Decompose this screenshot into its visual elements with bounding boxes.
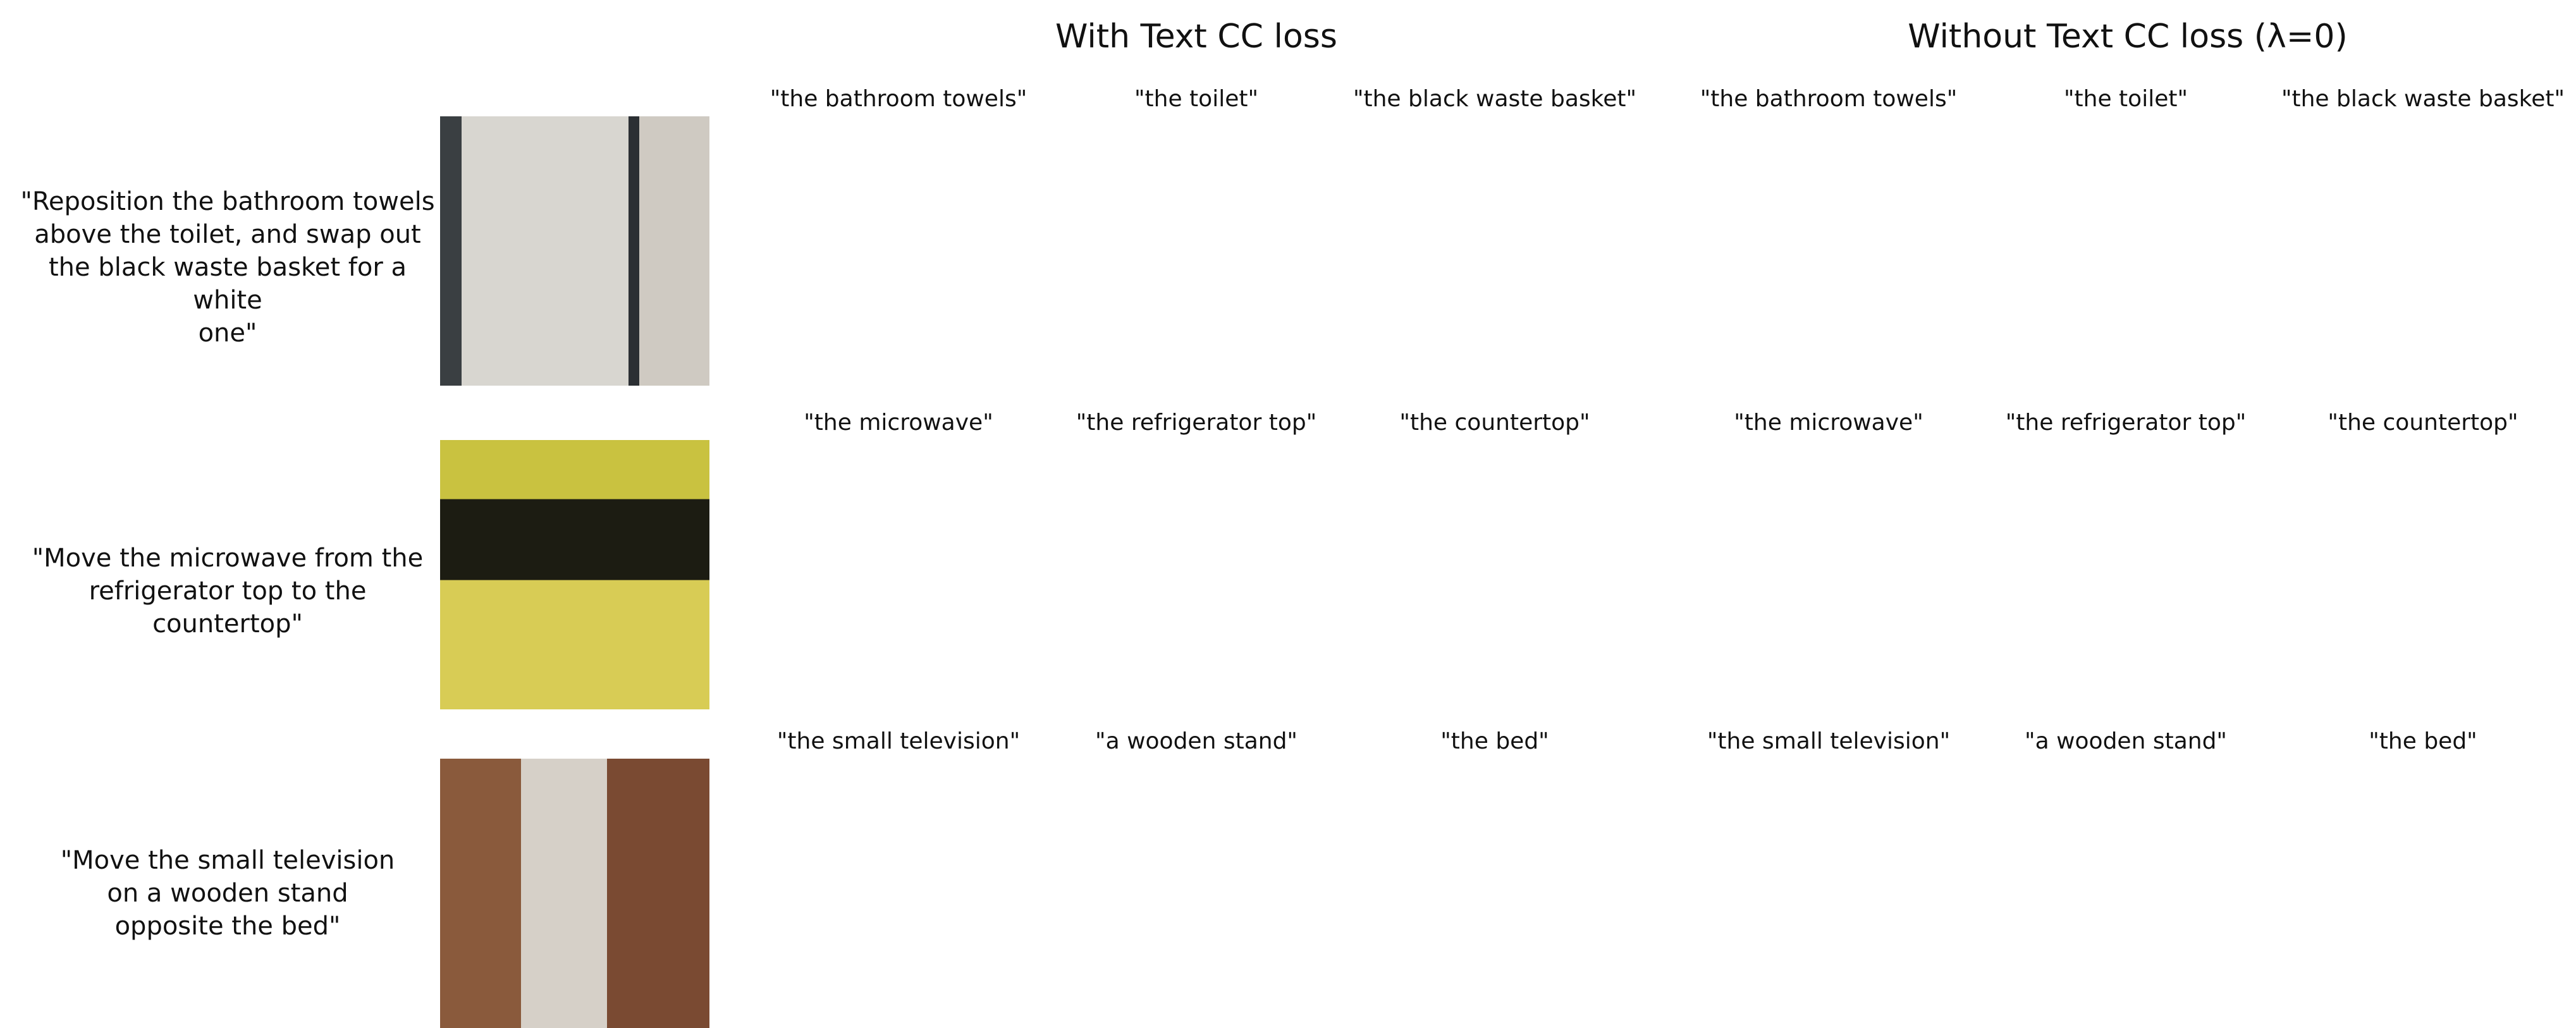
attention-map [1360,759,1629,1028]
source-image [440,116,709,386]
prompt-line: above the toilet, and swap out [34,220,421,249]
phrase-label: "the bathroom towels" [770,86,1027,112]
phrase-label: "the small television" [776,728,1021,754]
attention-map [1062,116,1331,386]
phrase-label: "the black waste basket" [1352,86,1637,112]
phrase-label: "the toilet" [2063,86,2188,112]
prompt-line: "Move the microwave from the [32,544,424,573]
source-image [440,440,709,709]
prompt-line: "Move the small television [60,846,395,875]
phrase-label: "the microwave" [804,410,993,436]
row-prompt: "Reposition the bathroom towels above the… [13,185,443,350]
prompt-line: the black waste basket for a white [48,253,407,315]
phrase-label: "the countertop" [2328,410,2518,436]
prompt-line: refrigerator top to the countertop" [89,577,367,639]
attention-map [764,759,1033,1028]
phrase-label: "the countertop" [1399,410,1590,436]
phrase-label: "the refrigerator top" [1076,410,1317,436]
phrase-label: "a wooden stand" [2025,728,2227,754]
source-image [440,759,709,1028]
prompt-line: on a wooden stand [107,879,348,908]
phrase-label: "the bathroom towels" [1700,86,1958,112]
phrase-label: "a wooden stand" [1095,728,1297,754]
phrase-label: "the small television" [1707,728,1951,754]
header-with: With Text CC loss [1055,18,1337,56]
phrase-label: "the bed" [1440,728,1549,754]
attention-map [1991,116,2260,386]
row-prompt: "Move the microwave from the refrigerator… [13,542,443,640]
prompt-line: opposite the bed" [114,912,341,941]
attention-map [2288,440,2558,709]
phrase-label: "the black waste basket" [2281,86,2565,112]
attention-map [2288,116,2558,386]
attention-map [764,440,1033,709]
phrase-label: "the bed" [2369,728,2477,754]
attention-map [1360,440,1629,709]
phrase-label: "the toilet" [1134,86,1259,112]
attention-map [1694,759,1963,1028]
prompt-line: "Reposition the bathroom towels [20,187,435,216]
prompt-line: one" [198,319,257,348]
attention-map [1991,759,2260,1028]
attention-map [1062,440,1331,709]
phrase-label: "the microwave" [1734,410,1923,436]
attention-map [764,116,1033,386]
attention-map [2288,759,2558,1028]
attention-map [1360,116,1629,386]
row-prompt: "Move the small television on a wooden st… [13,844,443,943]
attention-map [1991,440,2260,709]
attention-map [1062,759,1331,1028]
attention-map [1694,440,1963,709]
header-without: Without Text CC loss (λ=0) [1908,18,2348,56]
attention-map [1694,116,1963,386]
phrase-label: "the refrigerator top" [2005,410,2247,436]
